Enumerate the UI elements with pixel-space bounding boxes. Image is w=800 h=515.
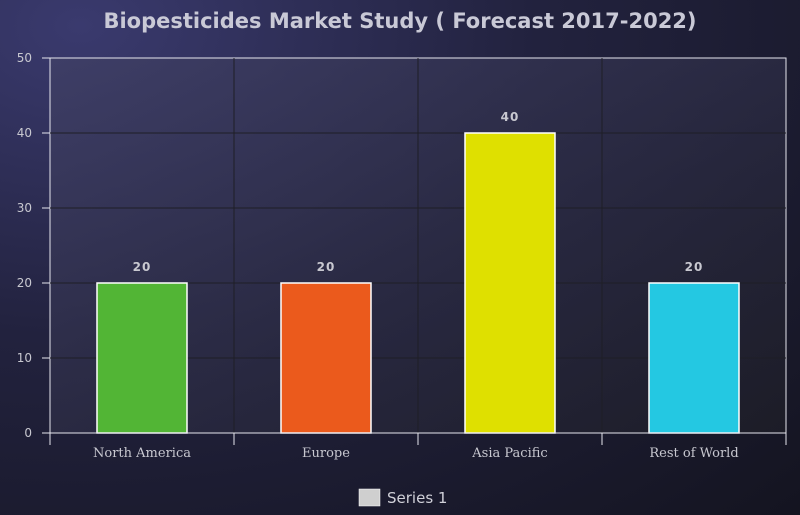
legend: Series 1 xyxy=(358,488,447,507)
chart-title: Biopesticides Market Study ( Forecast 20… xyxy=(103,9,696,33)
y-tick-label: 50 xyxy=(17,51,32,65)
y-tick-label: 0 xyxy=(24,426,32,440)
labels: 0 10 20 30 40 50 20 North America 20 Europe 40 Asia… xyxy=(17,51,739,461)
data-label: 20 xyxy=(133,260,152,274)
legend-swatch xyxy=(358,488,381,507)
data-label: 40 xyxy=(501,110,520,124)
bar xyxy=(464,132,556,434)
bars xyxy=(96,132,740,434)
x-tick-label: Asia Pacific xyxy=(471,446,547,461)
y-tick-label: 10 xyxy=(17,351,32,365)
bar xyxy=(96,282,188,434)
x-tick-label: North America xyxy=(93,446,191,461)
data-label: 20 xyxy=(685,260,704,274)
y-tick-label: 40 xyxy=(17,126,32,140)
axes xyxy=(42,57,787,445)
x-tick-label: Europe xyxy=(302,446,350,461)
legend-label: Series 1 xyxy=(387,489,447,507)
y-tick-label: 30 xyxy=(17,201,32,215)
bar xyxy=(280,282,372,434)
x-tick-label: Rest of World xyxy=(649,446,738,461)
data-label: 20 xyxy=(317,260,336,274)
bar xyxy=(648,282,740,434)
y-tick-label: 20 xyxy=(17,276,32,290)
